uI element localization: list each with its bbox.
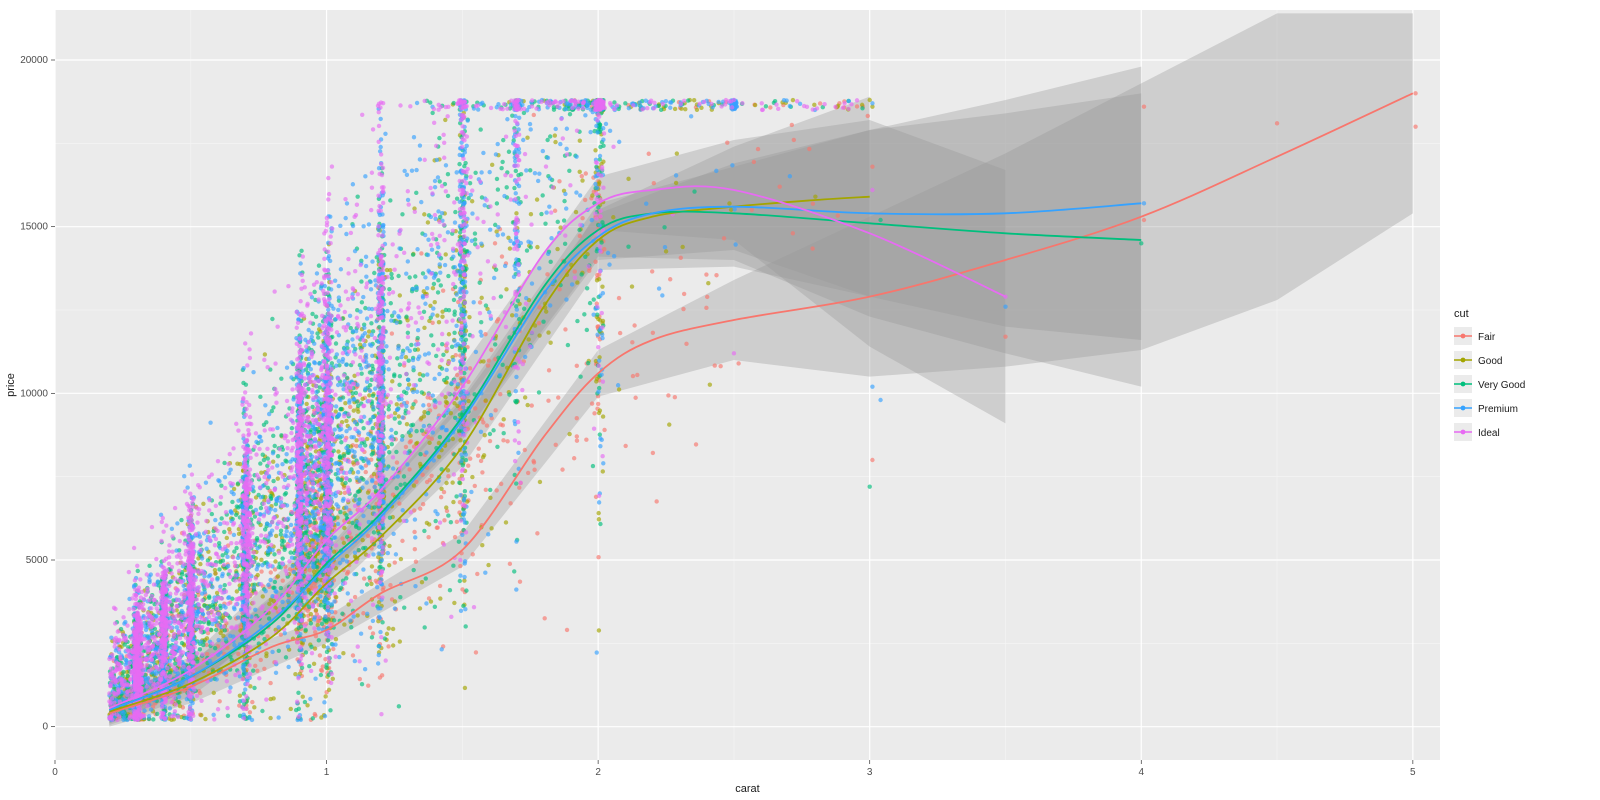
legend-label: Good	[1478, 356, 1502, 367]
x-tick-label: 3	[867, 767, 873, 778]
y-tick-label: 5000	[26, 555, 49, 566]
legend-label: Fair	[1478, 332, 1496, 343]
legend-label: Very Good	[1478, 380, 1525, 391]
x-tick-label: 5	[1410, 767, 1416, 778]
legend-label: Premium	[1478, 404, 1518, 415]
x-axis-label: carat	[735, 783, 759, 795]
legend-title: cut	[1454, 308, 1469, 320]
x-tick-label: 0	[52, 767, 58, 778]
legend-label: Ideal	[1478, 428, 1500, 439]
y-tick-label: 10000	[20, 388, 48, 399]
x-tick-label: 2	[595, 767, 601, 778]
y-tick-label: 20000	[20, 55, 48, 66]
y-axis-label: price	[5, 373, 17, 397]
y-tick-label: 15000	[20, 222, 48, 233]
x-tick-label: 4	[1138, 767, 1144, 778]
scatter-smooth-chart: 0 1 2 3 4 5 0 5000 10000 15000 20000 carat price cut F…	[0, 0, 1600, 800]
y-tick-label: 0	[42, 722, 48, 733]
x-tick-label: 1	[324, 767, 330, 778]
